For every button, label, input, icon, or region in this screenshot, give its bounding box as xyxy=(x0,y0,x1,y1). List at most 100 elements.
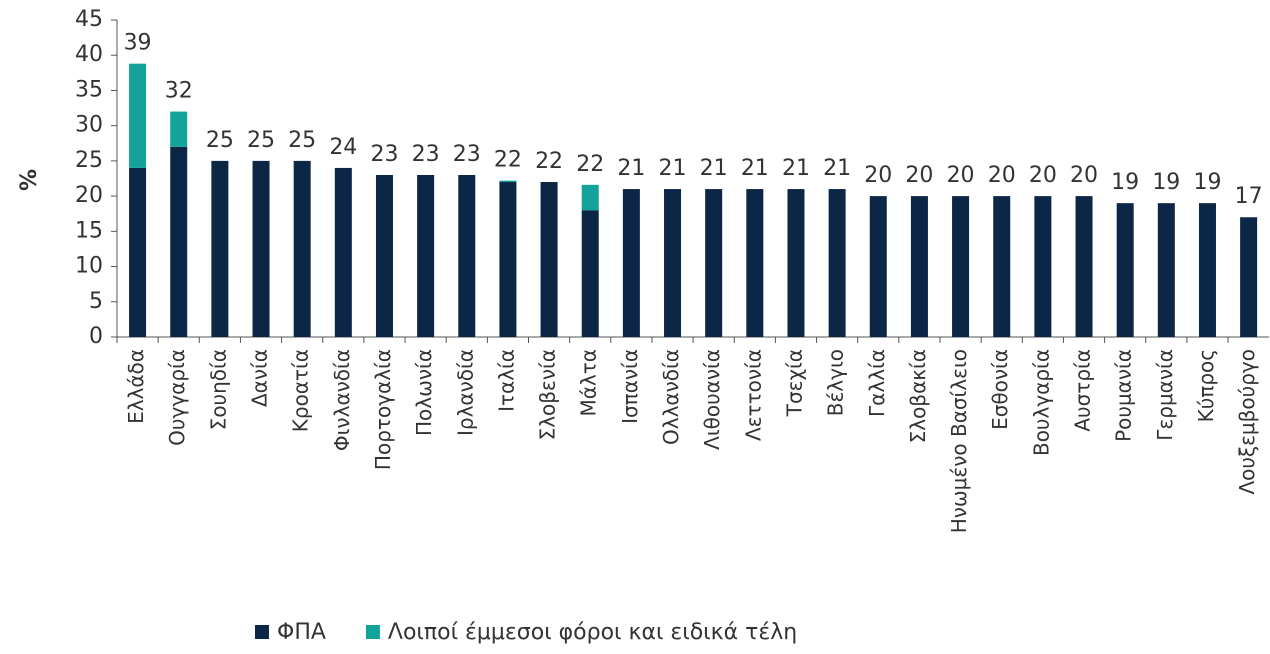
bar-segment xyxy=(129,63,147,168)
x-tick-label: Αυστρία xyxy=(1071,349,1095,432)
x-tick-label: Γερμανία xyxy=(1153,349,1177,441)
bar-segment xyxy=(581,210,599,337)
total-label: 25 xyxy=(206,128,234,153)
bar-segment xyxy=(910,196,928,337)
x-tick-label: Ρουμανία xyxy=(1112,349,1136,442)
total-label: 21 xyxy=(782,156,810,181)
y-tick-label: 0 xyxy=(89,324,103,349)
total-label: 32 xyxy=(165,79,193,104)
y-tick-label: 35 xyxy=(75,77,103,102)
x-tick-label: Σλοβενία xyxy=(536,349,560,440)
bar-segment xyxy=(375,174,393,337)
total-label: 39 xyxy=(124,31,152,56)
y-tick-label: 30 xyxy=(75,113,103,138)
x-tick-label: Ουγγαρία xyxy=(165,349,189,446)
bar-segment xyxy=(252,160,270,337)
bar-segment xyxy=(622,189,640,337)
x-tick-label: Σουηδία xyxy=(206,349,230,430)
y-tick-label: 25 xyxy=(75,148,103,173)
bar-segment xyxy=(129,167,147,337)
bar-segment xyxy=(417,174,435,337)
total-label: 19 xyxy=(1193,170,1221,195)
bar-segment xyxy=(1198,203,1216,337)
total-label: 25 xyxy=(247,128,275,153)
bar-segment xyxy=(705,189,723,337)
x-tick-label: Ηνωμένο Βασίλειο xyxy=(947,349,971,533)
bar-segment xyxy=(211,160,229,337)
total-label: 23 xyxy=(453,142,481,167)
total-label: 20 xyxy=(947,163,975,188)
total-label: 20 xyxy=(1070,163,1098,188)
legend-swatch xyxy=(255,625,269,639)
total-label: 20 xyxy=(905,163,933,188)
bar-segment xyxy=(334,167,352,337)
bar-segment xyxy=(1157,203,1175,337)
x-tick-label: Πολωνία xyxy=(412,349,436,436)
x-tick-label: Γαλλία xyxy=(865,349,889,417)
legend-swatch xyxy=(365,625,380,639)
y-tick-label: 20 xyxy=(75,183,103,208)
total-label: 20 xyxy=(988,163,1016,188)
x-tick-label: Βουλγαρία xyxy=(1029,349,1053,456)
x-tick-label: Ολλανδία xyxy=(659,349,683,445)
x-tick-label: Ισπανία xyxy=(618,349,642,424)
x-tick-label: Πορτογαλία xyxy=(371,349,395,470)
bar-segment xyxy=(664,189,682,337)
total-label: 20 xyxy=(1029,163,1057,188)
total-label: 24 xyxy=(329,135,357,160)
x-tick-label: Λουξεμβούργο xyxy=(1235,349,1259,495)
x-tick-label: Ιρλανδία xyxy=(453,349,477,436)
total-label: 21 xyxy=(617,156,645,181)
bar-segment xyxy=(581,184,599,211)
total-label: 21 xyxy=(659,156,687,181)
bar-segment xyxy=(293,160,311,337)
y-tick-label: 15 xyxy=(75,218,103,243)
bar-segment xyxy=(993,196,1011,337)
bar-segment xyxy=(1075,196,1093,337)
total-label: 22 xyxy=(576,152,604,177)
total-label: 21 xyxy=(700,156,728,181)
y-tick-label: 10 xyxy=(75,254,103,279)
bar-segment xyxy=(458,174,476,337)
x-tick-label: Ελλάδα xyxy=(124,349,148,424)
legend-label: Λοιποί έμμεσοι φόροι και ειδικά τέλη xyxy=(388,620,797,645)
x-tick-label: Κροατία xyxy=(289,349,313,432)
x-tick-label: Ιταλία xyxy=(494,349,518,412)
bar-segment xyxy=(952,196,970,337)
total-label: 21 xyxy=(823,156,851,181)
total-label: 19 xyxy=(1152,170,1180,195)
total-label: 22 xyxy=(535,149,563,174)
bar-segment xyxy=(170,111,188,147)
bar-segment xyxy=(1240,217,1258,337)
y-tick-label: 40 xyxy=(75,42,103,67)
bar-segment xyxy=(1034,196,1052,337)
total-label: 23 xyxy=(412,142,440,167)
x-tick-label: Δανία xyxy=(248,349,272,407)
total-label: 20 xyxy=(864,163,892,188)
total-label: 17 xyxy=(1235,184,1263,209)
bar-segment xyxy=(170,146,188,337)
bar-segment xyxy=(746,189,764,337)
legend-label: ΦΠΑ xyxy=(277,620,326,645)
bar-segment xyxy=(499,182,517,337)
y-tick-label: 45 xyxy=(75,7,103,32)
x-tick-label: Σλοβακία xyxy=(906,349,930,443)
total-label: 21 xyxy=(741,156,769,181)
x-tick-label: Μάλτα xyxy=(577,349,601,417)
x-tick-label: Κύπρος xyxy=(1194,349,1218,422)
total-label: 19 xyxy=(1111,170,1139,195)
total-label: 22 xyxy=(494,148,522,173)
x-tick-label: Τσεχία xyxy=(782,349,806,417)
bar-segment xyxy=(1116,203,1134,337)
y-axis-label: % xyxy=(17,169,42,191)
bar-segment xyxy=(499,180,517,183)
x-tick-label: Βέλγιο xyxy=(824,349,848,416)
bar-segment xyxy=(828,189,846,337)
x-tick-label: Λιθουανία xyxy=(700,349,724,450)
total-label: 25 xyxy=(288,128,316,153)
bar-segment xyxy=(869,196,887,337)
x-tick-label: Εσθονία xyxy=(988,349,1012,430)
x-tick-label: Λεττονία xyxy=(741,349,765,441)
y-tick-label: 5 xyxy=(89,289,103,314)
